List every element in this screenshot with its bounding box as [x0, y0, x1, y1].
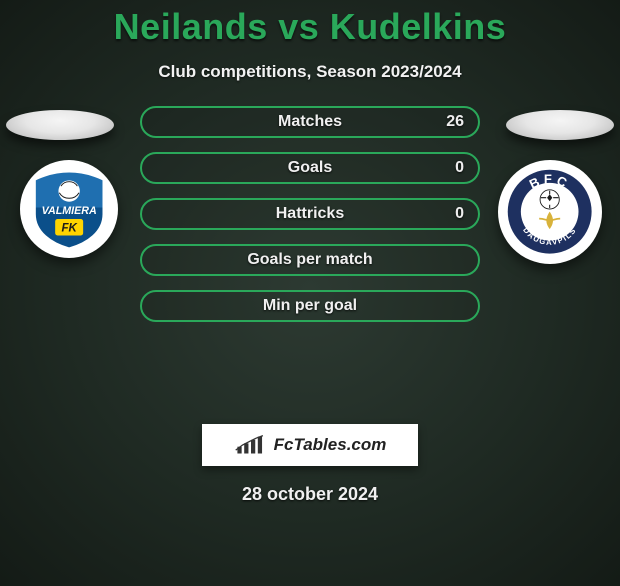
stat-row-min-per-goal: Min per goal: [140, 290, 480, 322]
svg-text:FK: FK: [61, 222, 78, 234]
stat-row-matches: Matches 26: [140, 106, 480, 138]
stat-value-right: 0: [455, 159, 464, 177]
date-label: 28 october 2024: [0, 484, 620, 505]
comparison-panel: VALMIERA FK BFC DAUGAVPILS: [0, 104, 620, 404]
valmiera-crest-icon: VALMIERA FK: [28, 168, 110, 250]
stat-label: Goals per match: [247, 251, 372, 269]
stat-value-right: 0: [455, 205, 464, 223]
player-disc-left: [6, 110, 114, 140]
stat-label: Min per goal: [263, 297, 357, 315]
brand-name: FcTables.com: [274, 435, 387, 455]
stat-label: Goals: [288, 159, 332, 177]
brand-logo-box: FcTables.com: [202, 424, 418, 466]
subtitle: Club competitions, Season 2023/2024: [0, 62, 620, 82]
bar-chart-icon: [234, 433, 268, 457]
stat-value-right: 26: [446, 113, 464, 131]
page-title: Neilands vs Kudelkins: [0, 6, 620, 48]
player-disc-right: [506, 110, 614, 140]
stat-row-goals: Goals 0: [140, 152, 480, 184]
stat-row-hattricks: Hattricks 0: [140, 198, 480, 230]
team-badge-left: VALMIERA FK: [20, 160, 118, 258]
team-badge-right: BFC DAUGAVPILS: [498, 160, 602, 264]
stat-label: Hattricks: [276, 205, 344, 223]
stat-label: Matches: [278, 113, 342, 131]
stats-list: Matches 26 Goals 0 Hattricks 0 Goals per…: [140, 106, 480, 322]
bfc-crest-icon: BFC DAUGAVPILS: [506, 168, 593, 255]
svg-text:VALMIERA: VALMIERA: [41, 205, 96, 217]
stat-row-goals-per-match: Goals per match: [140, 244, 480, 276]
